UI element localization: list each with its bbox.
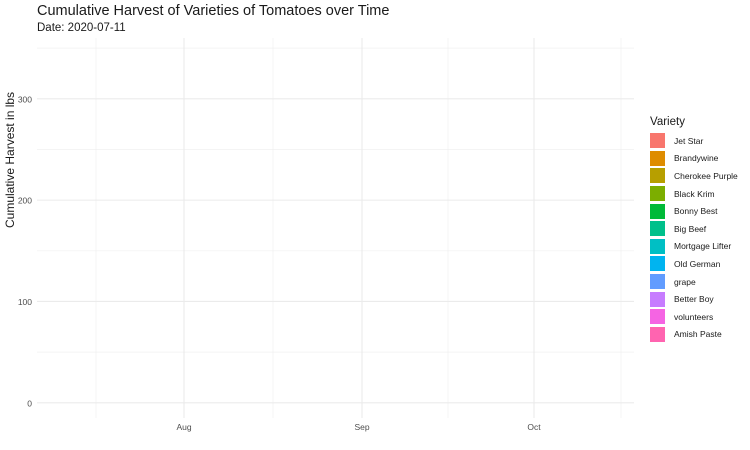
legend-label: Black Krim [674, 188, 715, 199]
legend: Variety Jet Star Brandywine Cherokee Purpl… [650, 116, 738, 343]
legend-swatch [650, 326, 665, 342]
x-tick-label: Oct [527, 422, 541, 432]
legend-item: volunteers [650, 308, 738, 326]
legend-swatch [650, 203, 665, 219]
legend-item: Cherokee Purple [650, 167, 738, 185]
legend-swatch [650, 256, 665, 272]
legend-label: Bonny Best [674, 206, 718, 217]
legend-label: Mortgage Lifter [674, 241, 732, 252]
legend-label: Big Beef [674, 223, 707, 234]
legend-item: Old German [650, 255, 738, 273]
legend-item: Amish Paste [650, 326, 738, 344]
chart-subtitle: Date: 2020-07-11 [37, 22, 126, 34]
chart-title: Cumulative Harvest of Varieties of Tomat… [37, 3, 390, 19]
legend-label: volunteers [674, 311, 714, 322]
legend-swatch [650, 309, 665, 325]
legend-swatch [650, 133, 665, 149]
legend-item: Black Krim [650, 185, 738, 203]
legend-swatch [650, 186, 665, 202]
legend-label: Better Boy [674, 294, 714, 305]
legend-item: Better Boy [650, 290, 738, 308]
y-tick-label: 100 [18, 297, 32, 307]
x-tick-label: Sep [354, 422, 369, 432]
legend-label: Amish Paste [674, 329, 722, 340]
legend-label: Cherokee Purple [674, 170, 738, 181]
legend-swatch [650, 238, 665, 254]
legend-item: Bonny Best [650, 202, 738, 220]
legend-item: Brandywine [650, 150, 738, 168]
legend-label: Jet Star [674, 135, 704, 146]
legend-item: Jet Star [650, 132, 738, 150]
x-tick-label: Aug [176, 422, 191, 432]
legend-swatch [650, 168, 665, 184]
legend-items: Jet Star Brandywine Cherokee Purple Black K… [650, 132, 738, 343]
legend-item: grape [650, 273, 738, 291]
y-tick-label: 200 [18, 196, 32, 206]
legend-swatch [650, 150, 665, 166]
legend-swatch [650, 274, 665, 290]
legend-item: Mortgage Lifter [650, 238, 738, 256]
legend-label: grape [674, 276, 696, 287]
y-axis-label: Cumulative Harvest in lbs [3, 91, 17, 228]
legend-title: Variety [650, 116, 685, 128]
legend-label: Brandywine [674, 153, 719, 164]
y-tick-label: 0 [27, 398, 32, 408]
legend-label: Old German [674, 258, 721, 269]
legend-swatch [650, 291, 665, 307]
legend-item: Big Beef [650, 220, 738, 238]
y-tick-label: 300 [18, 94, 32, 104]
legend-swatch [650, 221, 665, 237]
